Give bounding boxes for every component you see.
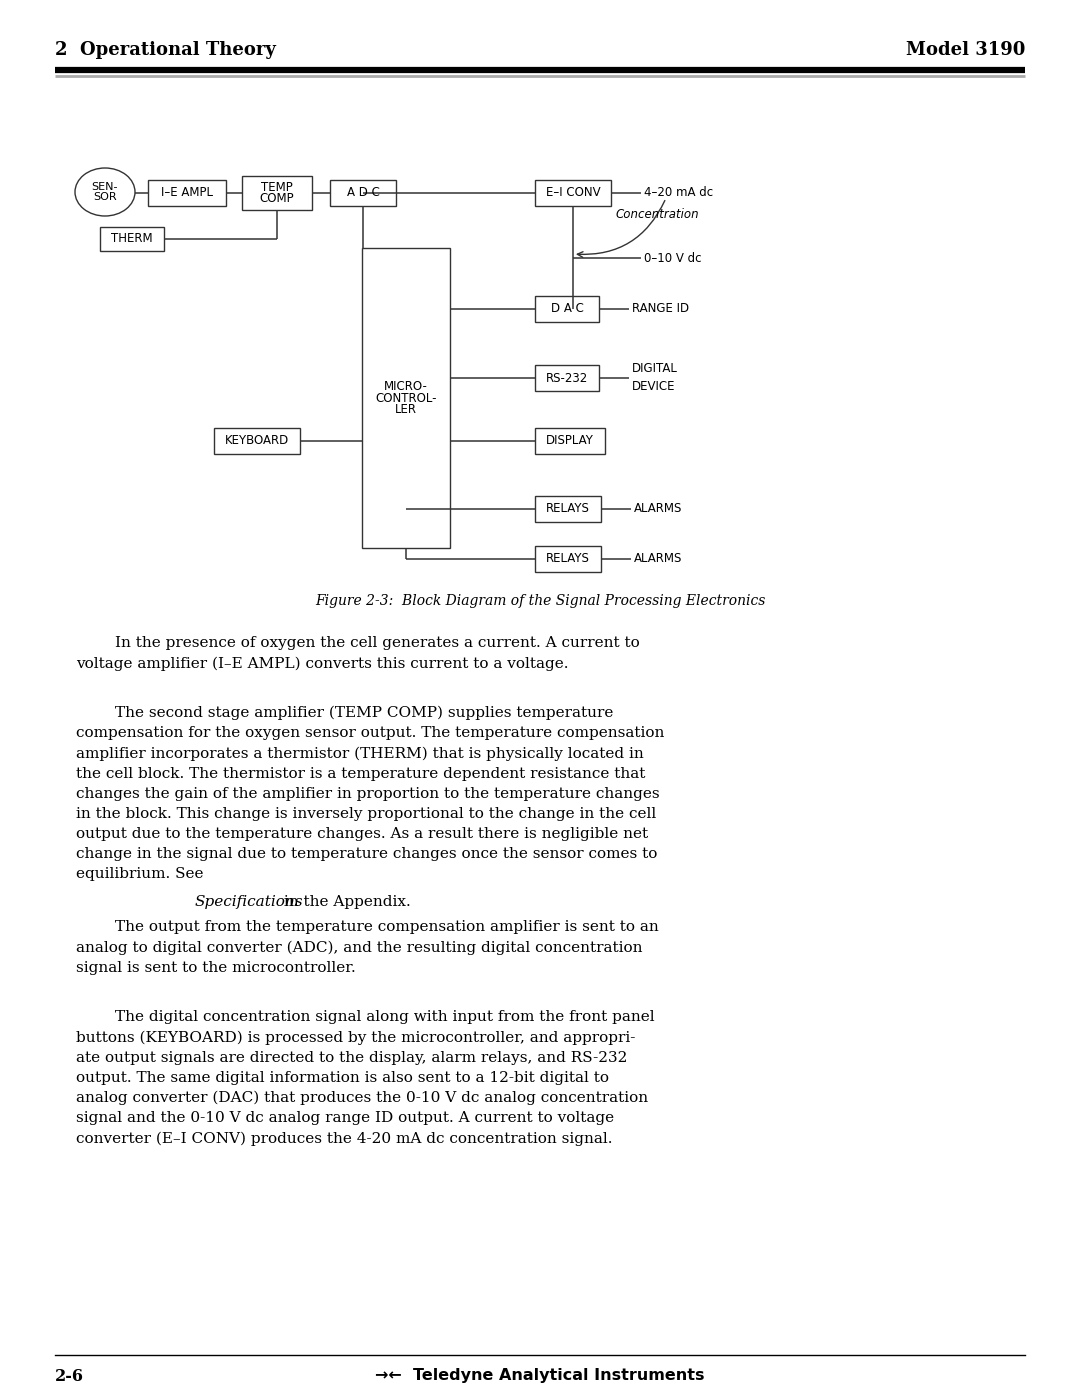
Bar — [330, 180, 396, 205]
Text: DIGITAL: DIGITAL — [632, 362, 678, 376]
Bar — [148, 180, 226, 205]
Text: 2  Operational Theory: 2 Operational Theory — [55, 41, 275, 59]
Text: D A C: D A C — [551, 303, 583, 316]
Text: THERM: THERM — [111, 232, 152, 246]
Text: Figure 2-3:  Block Diagram of the Signal Processing Electronics: Figure 2-3: Block Diagram of the Signal … — [314, 594, 766, 608]
Text: Concentration: Concentration — [616, 208, 700, 222]
Text: A D C: A D C — [347, 187, 379, 200]
Text: ALARMS: ALARMS — [634, 503, 683, 515]
Bar — [242, 176, 312, 210]
Text: Model 3190: Model 3190 — [906, 41, 1025, 59]
Bar — [535, 180, 611, 205]
Text: I–E AMPL: I–E AMPL — [161, 187, 213, 200]
Bar — [535, 427, 605, 454]
Bar — [214, 427, 300, 454]
Text: COMP: COMP — [259, 193, 295, 205]
Bar — [535, 296, 599, 321]
Text: RANGE ID: RANGE ID — [632, 303, 689, 316]
Text: SEN-: SEN- — [92, 182, 118, 191]
Text: RS-232: RS-232 — [545, 372, 589, 384]
Text: KEYBOARD: KEYBOARD — [225, 434, 289, 447]
Text: RELAYS: RELAYS — [546, 503, 590, 515]
Ellipse shape — [75, 168, 135, 217]
Text: DISPLAY: DISPLAY — [546, 434, 594, 447]
Bar — [362, 249, 450, 548]
Text: RELAYS: RELAYS — [546, 552, 590, 566]
Text: 4–20 mA dc: 4–20 mA dc — [644, 187, 713, 200]
Text: LER: LER — [395, 402, 417, 416]
Text: TEMP: TEMP — [261, 180, 293, 194]
Text: The second stage amplifier (TEMP COMP) supplies temperature
compensation for the: The second stage amplifier (TEMP COMP) s… — [76, 705, 664, 882]
Text: The digital concentration signal along with input from the front panel
buttons (: The digital concentration signal along w… — [76, 1010, 654, 1146]
Text: ALARMS: ALARMS — [634, 552, 683, 566]
Text: 0–10 V dc: 0–10 V dc — [644, 251, 702, 264]
Text: MICRO-: MICRO- — [384, 380, 428, 393]
Text: 2-6: 2-6 — [55, 1368, 84, 1384]
Bar — [100, 226, 164, 251]
Text: in the Appendix.: in the Appendix. — [279, 895, 410, 909]
Text: In the presence of oxygen the cell generates a current. A current to
voltage amp: In the presence of oxygen the cell gener… — [76, 636, 639, 671]
Text: Specifications: Specifications — [195, 895, 303, 909]
Bar — [535, 496, 600, 522]
Text: CONTROL-: CONTROL- — [375, 391, 436, 405]
Bar — [535, 365, 599, 391]
Text: DEVICE: DEVICE — [632, 380, 675, 394]
Text: The output from the temperature compensation amplifier is sent to an
analog to d: The output from the temperature compensa… — [76, 921, 659, 975]
Text: E–I CONV: E–I CONV — [545, 187, 600, 200]
Bar — [535, 546, 600, 571]
Text: SOR: SOR — [93, 193, 117, 203]
Text: →←  Teledyne Analytical Instruments: →← Teledyne Analytical Instruments — [375, 1368, 705, 1383]
